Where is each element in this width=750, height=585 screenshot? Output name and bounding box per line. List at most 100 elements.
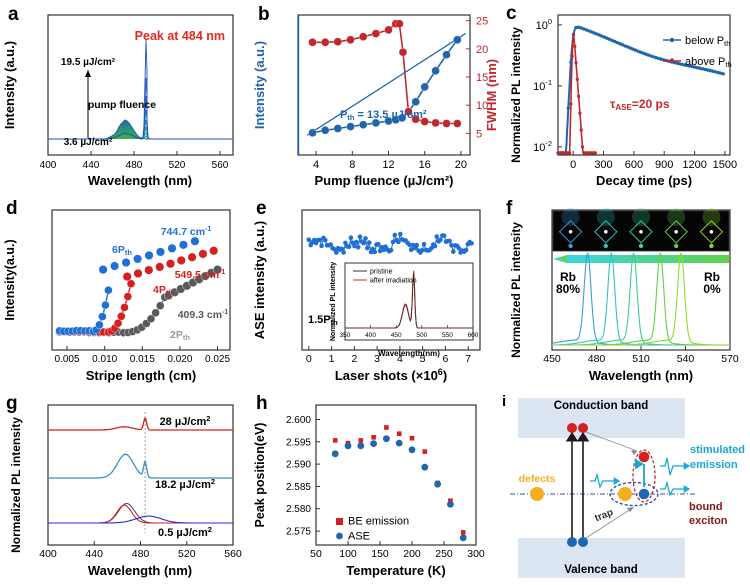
svg-text:80%: 80% <box>556 282 580 296</box>
svg-text:7: 7 <box>465 353 471 365</box>
svg-text:Decay time (ps): Decay time (ps) <box>596 173 692 188</box>
svg-text:ASE intensity (a.u.): ASE intensity (a.u.) <box>252 221 267 339</box>
svg-text:3.6 µJ/cm²: 3.6 µJ/cm² <box>64 137 113 148</box>
svg-text:Laser shots (×106): Laser shots (×106) <box>335 367 447 383</box>
svg-text:Intensity (a.u.): Intensity (a.u.) <box>2 41 17 129</box>
svg-text:560: 560 <box>212 160 229 171</box>
svg-text:Wavelength (nm): Wavelength (nm) <box>88 563 192 578</box>
svg-text:4: 4 <box>313 159 319 171</box>
svg-text:25: 25 <box>476 16 488 28</box>
svg-text:c: c <box>506 3 517 24</box>
svg-text:2Pth: 2Pth <box>170 329 190 342</box>
svg-text:Valence band: Valence band <box>564 564 638 576</box>
svg-text:exciton: exciton <box>689 515 728 527</box>
svg-text:g: g <box>6 393 18 414</box>
svg-text:510: 510 <box>632 353 650 365</box>
svg-text:100: 100 <box>339 548 357 560</box>
svg-text:Intensity(a.u.): Intensity(a.u.) <box>3 239 17 320</box>
svg-text:Peak position(eV): Peak position(eV) <box>253 423 267 528</box>
svg-text:Stripe length (cm): Stripe length (cm) <box>86 368 197 383</box>
svg-text:0.020: 0.020 <box>167 354 192 365</box>
svg-text:0.5 µJ/cm2: 0.5 µJ/cm2 <box>158 525 212 539</box>
svg-text:10-2: 10-2 <box>533 139 552 154</box>
svg-text:Normalized PL intensity: Normalized PL intensity <box>330 262 337 341</box>
svg-text:250: 250 <box>435 548 453 560</box>
svg-text:Intensity (a.u.): Intensity (a.u.) <box>252 41 267 129</box>
svg-text:744.7 cm-1: 744.7 cm-1 <box>161 226 212 238</box>
svg-text:350: 350 <box>340 332 351 339</box>
svg-text:500: 500 <box>416 332 427 339</box>
svg-text:2.600: 2.600 <box>286 415 311 426</box>
svg-text:400: 400 <box>39 548 57 560</box>
svg-text:after irradiation: after irradiation <box>370 278 417 285</box>
svg-text:200: 200 <box>403 548 421 560</box>
svg-text:900: 900 <box>655 159 673 171</box>
svg-text:440: 440 <box>85 548 103 560</box>
svg-text:1: 1 <box>329 353 335 365</box>
svg-text:300: 300 <box>594 159 612 171</box>
svg-text:450: 450 <box>543 353 561 365</box>
svg-text:i: i <box>502 393 506 410</box>
svg-text:stimulated: stimulated <box>690 444 745 456</box>
svg-text:12: 12 <box>382 159 394 171</box>
svg-text:Pump fluence (µJ/cm²): Pump fluence (µJ/cm²) <box>315 173 454 188</box>
svg-text:440: 440 <box>83 160 100 171</box>
svg-text:FWHM (nm): FWHM (nm) <box>484 59 499 131</box>
svg-text:100: 100 <box>536 17 552 32</box>
svg-text:0.015: 0.015 <box>130 354 155 365</box>
svg-text:400: 400 <box>365 332 376 339</box>
svg-text:bound: bound <box>689 501 723 513</box>
svg-text:0.025: 0.025 <box>205 354 230 365</box>
svg-text:2.580: 2.580 <box>286 504 311 515</box>
svg-text:18.2 µJ/cm2: 18.2 µJ/cm2 <box>155 477 215 491</box>
svg-text:ASE: ASE <box>348 531 370 543</box>
svg-text:emission: emission <box>690 459 738 471</box>
svg-text:Conduction band: Conduction band <box>554 400 649 412</box>
svg-text:2.590: 2.590 <box>286 460 311 471</box>
svg-text:below Pth: below Pth <box>685 35 730 48</box>
svg-text:Normalized PL intensity: Normalized PL intensity <box>509 27 523 163</box>
svg-text:d: d <box>6 198 18 219</box>
svg-text:480: 480 <box>126 160 143 171</box>
svg-text:5: 5 <box>476 128 482 140</box>
svg-text:6: 6 <box>442 353 448 365</box>
svg-text:549.5 cm-1: 549.5 cm-1 <box>175 269 226 281</box>
svg-text:BE emission: BE emission <box>348 516 409 528</box>
svg-text:Pth = 13.5 µJ/cm²: Pth = 13.5 µJ/cm² <box>340 109 427 122</box>
svg-text:4Pth: 4Pth <box>153 284 173 297</box>
svg-text:Peak at 484 nm: Peak at 484 nm <box>135 29 225 43</box>
svg-text:1200: 1200 <box>682 159 706 171</box>
svg-text:τASE=20 ps: τASE=20 ps <box>610 97 670 112</box>
svg-text:2.595: 2.595 <box>286 437 311 448</box>
svg-text:b: b <box>258 4 270 25</box>
svg-text:6Pth: 6Pth <box>112 244 132 257</box>
svg-text:e: e <box>256 198 267 219</box>
svg-text:a: a <box>8 4 19 25</box>
svg-text:2: 2 <box>351 353 357 365</box>
svg-text:Normalized PL intensity: Normalized PL intensity <box>9 417 23 553</box>
svg-text:20: 20 <box>455 159 467 171</box>
svg-text:pump fluence: pump fluence <box>88 99 156 111</box>
svg-text:520: 520 <box>169 160 186 171</box>
svg-text:2.575: 2.575 <box>286 527 311 538</box>
svg-text:540: 540 <box>677 353 695 365</box>
svg-text:Wavelength (nm): Wavelength (nm) <box>88 173 192 188</box>
svg-text:pristine: pristine <box>370 269 393 276</box>
svg-text:2.585: 2.585 <box>286 482 311 493</box>
svg-text:600: 600 <box>468 332 479 339</box>
svg-text:520: 520 <box>178 548 196 560</box>
svg-text:560: 560 <box>224 548 242 560</box>
svg-text:16: 16 <box>419 159 431 171</box>
svg-text:480: 480 <box>588 353 606 365</box>
svg-text:0: 0 <box>570 159 576 171</box>
svg-text:defects: defects <box>519 473 556 485</box>
svg-text:550: 550 <box>442 332 453 339</box>
svg-text:0%: 0% <box>703 282 721 296</box>
svg-text:480: 480 <box>132 548 150 560</box>
svg-text:Temperature (K): Temperature (K) <box>346 563 445 578</box>
svg-text:h: h <box>256 393 268 414</box>
svg-text:409.3 cm-1: 409.3 cm-1 <box>178 309 229 321</box>
svg-text:0.005: 0.005 <box>54 354 79 365</box>
svg-text:28 µJ/cm2: 28 µJ/cm2 <box>160 414 211 428</box>
svg-text:Wavelength (nm): Wavelength (nm) <box>589 368 693 383</box>
